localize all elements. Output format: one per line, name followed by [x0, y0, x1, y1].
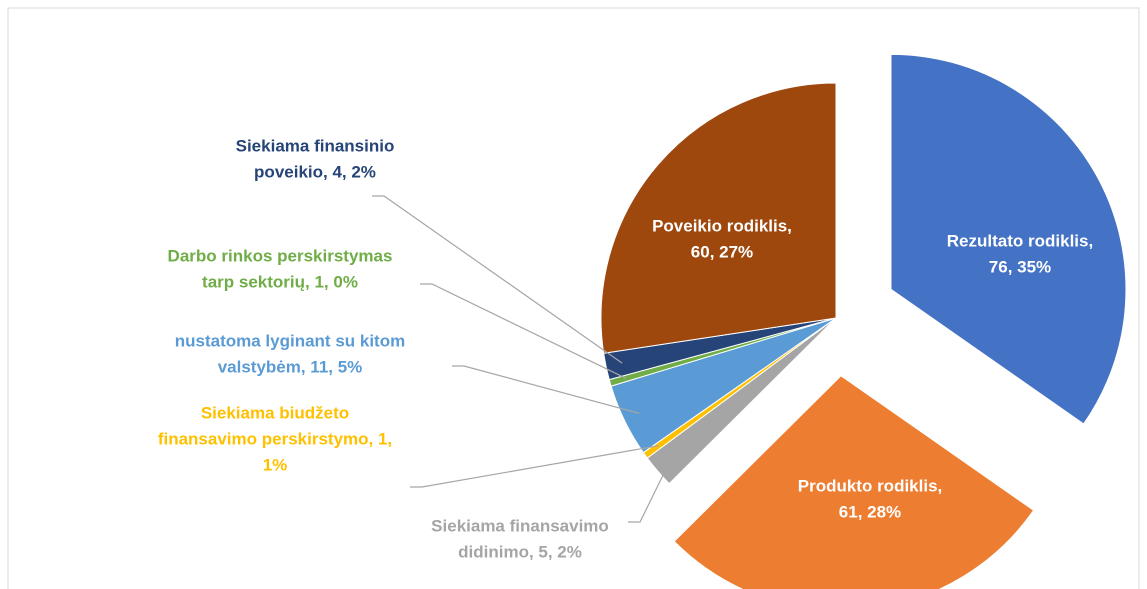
data-label: Poveikio rodiklis, [652, 216, 792, 235]
data-label: Rezultato rodiklis, [947, 231, 1093, 250]
data-label: Siekiama finansinio [236, 136, 395, 155]
leader-line [628, 460, 671, 523]
data-label: valstybėm, 11, 5% [218, 357, 363, 376]
data-label: Siekiama biudžeto [201, 403, 349, 422]
data-label: finansavimo perskirstymo, 1, [158, 429, 392, 448]
data-label: poveikio, 4, 2% [254, 162, 376, 181]
data-label: 61, 28% [839, 502, 901, 521]
data-label: didinimo, 5, 2% [458, 542, 582, 561]
pie-slice [600, 82, 837, 354]
data-label: nustatoma lyginant su kitom [175, 331, 405, 350]
chart-border [7, 7, 1140, 589]
data-label: Siekiama finansavimo [431, 516, 609, 535]
data-label: tarp sektorių, 1, 0% [202, 272, 358, 291]
pie-slice [673, 375, 1035, 589]
data-label: 76, 35% [989, 257, 1051, 276]
leader-line [452, 365, 640, 415]
leader-line [372, 195, 623, 364]
data-label: 1% [263, 455, 288, 474]
pie-slice [890, 53, 1127, 425]
leader-line [410, 445, 659, 488]
data-label: Produkto rodiklis, [798, 476, 943, 495]
data-label: 60, 27% [691, 242, 753, 261]
data-label: Darbo rinkos perskirstymas [168, 246, 393, 265]
leader-line [420, 283, 627, 379]
